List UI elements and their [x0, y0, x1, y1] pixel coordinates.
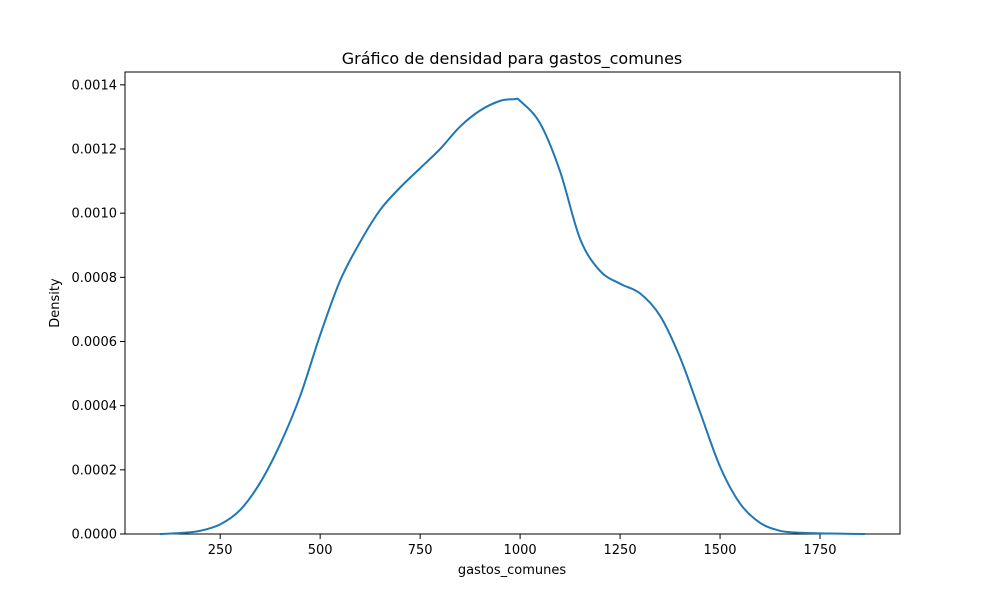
plot-area-frame [124, 71, 901, 535]
y-tick-label: 0.0004 [72, 399, 118, 414]
x-axis: 250 500 750 1000 1250 1500 1750 [208, 534, 837, 558]
chart-title: Gráfico de densidad para gastos_comunes [342, 49, 683, 69]
x-tick-label: 1750 [803, 543, 836, 558]
x-tick-label: 750 [408, 543, 433, 558]
y-tick-label: 0.0008 [72, 271, 118, 286]
x-axis-label: gastos_comunes [458, 563, 567, 578]
y-tick-label: 0.0012 [72, 143, 118, 158]
density-line [159, 97, 866, 535]
y-tick-label: 0.0000 [72, 528, 118, 543]
x-tick-label: 250 [208, 543, 233, 558]
y-tick-label: 0.0014 [72, 78, 118, 93]
y-tick-label: 0.0010 [72, 207, 118, 222]
x-tick-label: 1250 [604, 543, 637, 558]
x-tick-label: 500 [308, 543, 333, 558]
y-axis-label: Density [48, 278, 63, 328]
x-tick-label: 1500 [703, 543, 736, 558]
y-tick-label: 0.0002 [72, 463, 118, 478]
x-tick-label: 1000 [504, 543, 537, 558]
y-axis: 0.0000 0.0002 0.0004 0.0006 0.0008 0.0010 0.00… [72, 78, 125, 543]
y-tick-label: 0.0006 [72, 335, 118, 350]
